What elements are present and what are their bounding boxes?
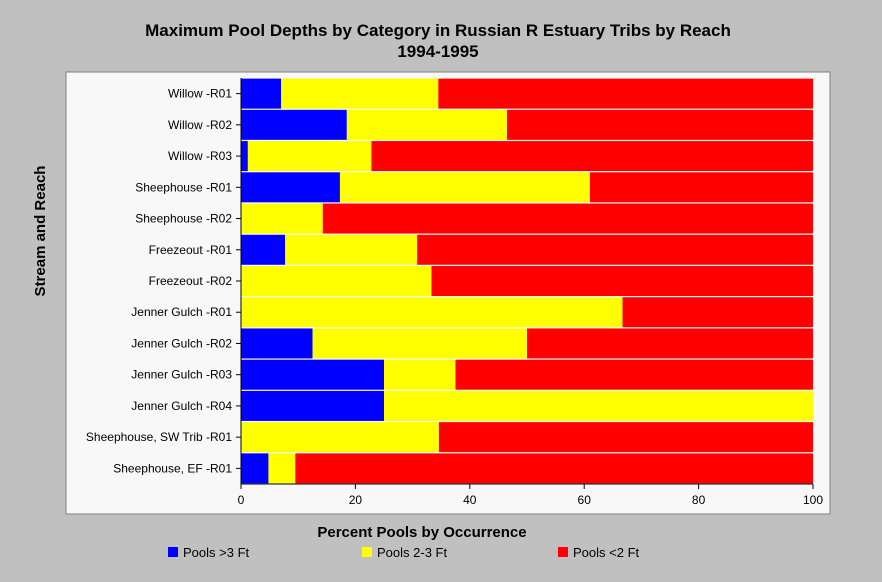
bar-2-4 (339, 172, 590, 203)
y-tick-label: Jenner Gulch -R04 (131, 399, 232, 413)
y-tick-label: Sheephouse, EF -R01 (113, 461, 232, 475)
bar-3-5 (322, 203, 813, 234)
y-tick-label: Freezeout -R01 (149, 243, 233, 257)
bar-3-13 (295, 453, 814, 484)
x-axis-title: Percent Pools by Occurrence (317, 524, 526, 541)
bar-3-9 (527, 328, 813, 359)
y-tick-labels: Willow -R01 Willow -R02 Willow -R03 Sheepho… (86, 87, 241, 475)
bar-2-5 (241, 203, 323, 234)
y-tick-label: Sheephouse -R01 (135, 180, 232, 194)
y-tick-label: Jenner Gulch -R02 (131, 336, 232, 350)
y-tick-label: Jenner Gulch -R03 (131, 368, 232, 382)
bar-3-8 (622, 297, 813, 328)
x-tick-label: 80 (692, 493, 706, 507)
bar-2-11 (384, 390, 813, 421)
bar-3-2 (506, 109, 813, 140)
x-tick-labels: 0 20 40 60 80 100 (238, 484, 823, 507)
y-tick-label: Willow -R02 (168, 118, 232, 132)
y-axis-title: Stream and Reach (32, 166, 49, 297)
bar-3-12 (438, 422, 813, 453)
bar-3-1 (438, 78, 813, 109)
x-tick-label: 20 (349, 493, 363, 507)
chart-title: Maximum Pool Depths by Category in Russi… (145, 21, 731, 40)
y-tick-label: Willow -R01 (168, 87, 232, 101)
legend-swatch (558, 547, 568, 557)
chart-subtitle: 1994-1995 (397, 42, 478, 61)
legend-label: Pools >3 Ft (183, 545, 250, 560)
bar-1-4 (241, 172, 340, 203)
bar-2-6 (285, 234, 418, 265)
bar-1-3 (241, 141, 248, 172)
bar-2-2 (346, 109, 507, 140)
bar-1-9 (241, 328, 313, 359)
bar-1-1 (241, 78, 282, 109)
x-tick-label: 40 (463, 493, 477, 507)
bar-2-3 (247, 141, 372, 172)
bar-2-8 (241, 297, 623, 328)
bar-1-6 (241, 234, 286, 265)
bar-1-11 (241, 390, 384, 421)
bar-3-6 (417, 234, 813, 265)
bar-2-1 (281, 78, 439, 109)
y-tick-label: Sheephouse, SW Trib -R01 (86, 430, 232, 444)
x-tick-label: 100 (803, 493, 823, 507)
bar-3-3 (371, 141, 813, 172)
bar-2-12 (241, 422, 439, 453)
bar-1-13 (241, 453, 269, 484)
bar-2-13 (268, 453, 296, 484)
bar-2-9 (312, 328, 527, 359)
y-tick-label: Sheephouse -R02 (135, 212, 232, 226)
bar-3-10 (455, 359, 813, 390)
bar-1-10 (241, 359, 384, 390)
y-tick-label: Jenner Gulch -R01 (131, 305, 232, 319)
x-tick-label: 60 (578, 493, 592, 507)
legend-label: Pools <2 Ft (573, 545, 640, 560)
bar-2-10 (384, 359, 456, 390)
x-tick-label: 0 (238, 493, 245, 507)
y-tick-label: Freezeout -R02 (149, 274, 233, 288)
y-tick-label: Willow -R03 (168, 149, 232, 163)
bars-group (241, 78, 814, 484)
bar-3-7 (431, 266, 813, 296)
legend-swatch (168, 547, 178, 557)
legend-label: Pools 2-3 Ft (377, 545, 447, 560)
bar-3-4 (589, 172, 813, 203)
legend-swatch (362, 547, 372, 557)
bar-1-2 (241, 109, 347, 140)
bar-2-7 (241, 266, 432, 296)
legend: Pools >3 Ft Pools 2-3 Ft Pools <2 Ft (168, 545, 640, 560)
